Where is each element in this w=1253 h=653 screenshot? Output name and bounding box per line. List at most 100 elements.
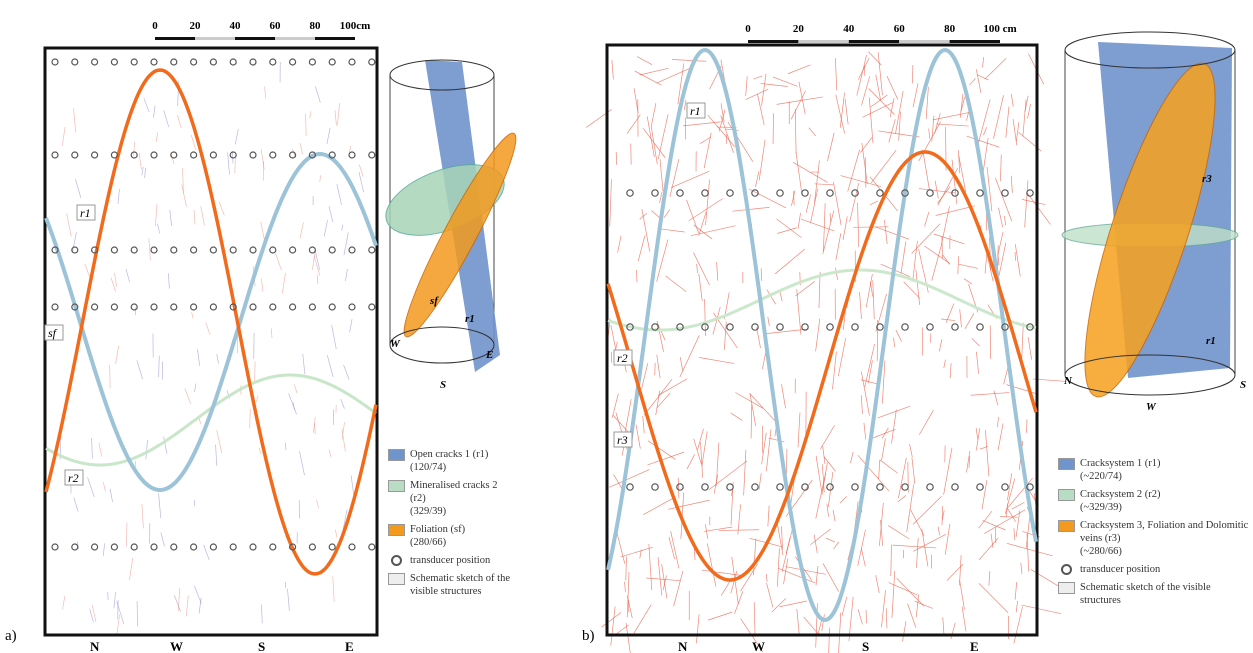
transducer (652, 190, 658, 196)
crack (772, 598, 786, 612)
transducer (210, 544, 216, 550)
crack (657, 69, 689, 83)
transducer (677, 190, 683, 196)
transducer (250, 304, 256, 310)
crack (749, 189, 786, 208)
cylinder-label: sf (429, 295, 439, 307)
crack (976, 352, 978, 374)
crack (1031, 569, 1061, 587)
crack (168, 273, 169, 288)
crack (194, 586, 201, 604)
crack (116, 345, 119, 363)
crack (938, 527, 940, 536)
crack (177, 115, 181, 128)
crack (704, 133, 711, 168)
scale-segment (155, 37, 195, 40)
crack (658, 557, 662, 595)
crack (735, 393, 763, 409)
transducer (290, 304, 296, 310)
transducer (977, 190, 983, 196)
crack (767, 583, 773, 607)
crack (625, 581, 626, 591)
crack (776, 219, 801, 238)
crack (873, 280, 874, 319)
scale-label: 40 (230, 20, 242, 32)
crack (998, 232, 1003, 254)
crack (725, 129, 738, 130)
crack (804, 617, 819, 634)
crack (288, 589, 290, 611)
legend-orientation: (~329/39) (1080, 501, 1250, 514)
crack (982, 57, 983, 67)
crack (1014, 528, 1015, 540)
crack (232, 151, 233, 164)
crack (827, 133, 834, 161)
crack (92, 438, 93, 458)
crack (1027, 104, 1030, 118)
crack (840, 496, 847, 503)
crack (824, 457, 835, 471)
crack (995, 527, 996, 543)
legend-item: Open cracks 1 (r1)(120/74) (388, 448, 510, 474)
crack (687, 454, 695, 469)
transducer (151, 59, 157, 65)
crack (315, 87, 320, 103)
transducer (151, 247, 157, 253)
crack (159, 493, 161, 518)
crack (110, 489, 112, 502)
crack (910, 509, 924, 536)
crack (627, 115, 640, 134)
crack (929, 129, 930, 139)
crack (294, 384, 297, 393)
crack (648, 452, 684, 465)
crack (859, 292, 861, 319)
transducer (369, 544, 375, 550)
panel-label: b) (582, 628, 595, 644)
crack (332, 325, 337, 349)
crack (672, 60, 706, 62)
crack (1015, 582, 1017, 600)
cylinder-label: r1 (465, 313, 475, 325)
crack (689, 199, 723, 221)
crack (652, 211, 660, 219)
crack (680, 335, 699, 377)
crack (627, 596, 632, 619)
trace-sf (46, 70, 376, 574)
crack (969, 78, 975, 85)
crack (255, 362, 256, 383)
transducer (131, 59, 137, 65)
transducer (171, 304, 177, 310)
crack (816, 456, 822, 491)
cylinder-label: r3 (1202, 173, 1212, 185)
crack (798, 412, 800, 447)
crack (74, 497, 78, 511)
crack (950, 363, 951, 378)
crack (985, 430, 989, 476)
crack (705, 524, 707, 538)
crack (999, 208, 1003, 227)
crack (780, 293, 782, 302)
scale-label: 60 (270, 20, 282, 32)
crack (350, 319, 352, 332)
crack (826, 538, 835, 542)
crack (1014, 607, 1023, 644)
crack (74, 108, 76, 132)
crack (881, 590, 885, 627)
transducer (250, 544, 256, 550)
axis-label: W (752, 639, 765, 653)
crack (616, 152, 617, 165)
crack (843, 216, 847, 239)
crack (333, 576, 334, 602)
legend-item: Cracksystem 1 (r1)(~220/74) (1058, 457, 1250, 483)
crack (976, 69, 981, 92)
transducer (369, 59, 375, 65)
transducer (230, 59, 236, 65)
crack (90, 609, 94, 623)
crack (644, 379, 672, 415)
crack (201, 206, 205, 225)
crack (882, 428, 888, 439)
crack (797, 609, 799, 634)
crack (329, 450, 331, 457)
transducer (290, 59, 296, 65)
crack (934, 234, 964, 244)
